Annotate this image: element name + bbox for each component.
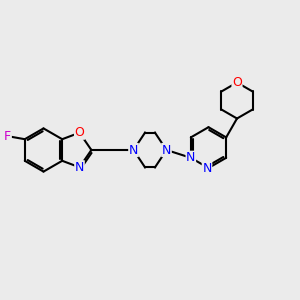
Text: N: N — [162, 143, 171, 157]
Text: N: N — [186, 151, 196, 164]
Text: O: O — [74, 126, 84, 139]
Text: N: N — [129, 143, 138, 157]
Text: N: N — [202, 161, 212, 175]
Text: N: N — [75, 161, 84, 174]
Text: O: O — [232, 76, 242, 89]
Text: F: F — [4, 130, 11, 143]
